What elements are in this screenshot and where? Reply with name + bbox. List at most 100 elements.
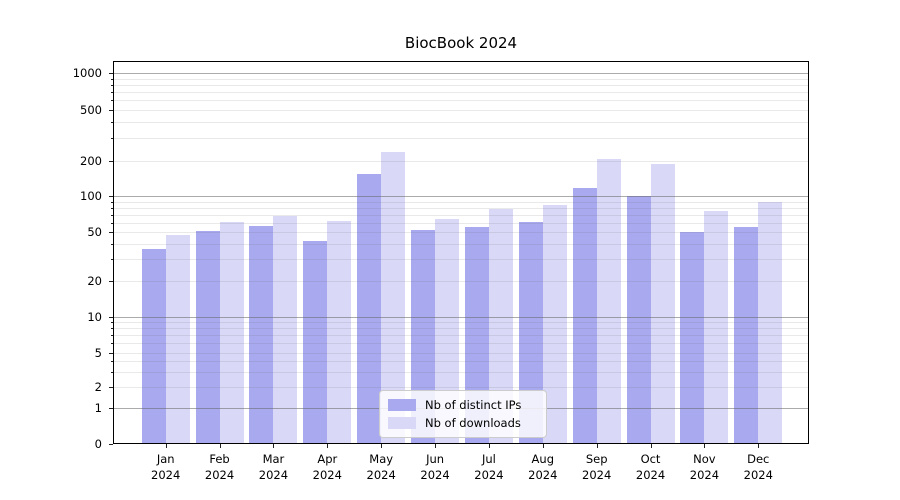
bar-downloads-apr [327, 220, 352, 444]
y-tick-mark [109, 386, 113, 388]
y-tick-label-1: 1 [94, 400, 102, 415]
bar-distinct-ips-may [357, 174, 382, 444]
y-minor-tick-mark [111, 100, 113, 102]
x-tick-mark-may [381, 444, 383, 448]
bar-distinct-ips-mar [249, 226, 274, 444]
x-tick-mark-oct [650, 444, 652, 448]
gridline-200 [113, 161, 809, 162]
y-minor-tick-mark [111, 360, 113, 362]
y-minor-tick-mark [111, 85, 113, 87]
y-minor-tick-mark [111, 244, 113, 246]
legend-swatch-distinct-ips [388, 399, 416, 411]
gridline-3 [113, 372, 809, 373]
x-tick-mark-dec [758, 444, 760, 448]
bar-distinct-ips-dec [734, 227, 759, 444]
y-tick-label-2: 2 [94, 379, 102, 394]
y-tick-mark [109, 160, 113, 162]
y-tick-label-1000: 1000 [72, 66, 102, 81]
gridline-8 [113, 328, 809, 329]
gridline-1000 [113, 73, 809, 74]
x-tick-label-dec: Dec 2024 [743, 452, 773, 482]
y-minor-tick-mark [111, 92, 113, 94]
x-tick-label-jul: Jul 2024 [474, 452, 504, 482]
y-tick-label-100: 100 [80, 189, 102, 203]
gridline-900 [113, 79, 809, 80]
bar-downloads-feb [219, 221, 244, 444]
y-tick-label-5: 5 [94, 345, 102, 360]
x-tick-label-oct: Oct 2024 [635, 452, 666, 482]
y-tick-label-0: 0 [94, 437, 102, 452]
y-minor-tick-mark [111, 214, 113, 216]
x-tick-label-aug: Aug 2024 [528, 452, 558, 482]
bar-downloads-mar [273, 215, 298, 444]
y-tick-mark [109, 281, 113, 282]
gridlines-layer [113, 61, 809, 444]
bar-distinct-ips-jan [141, 249, 166, 444]
y-tick-label-200: 200 [80, 153, 102, 168]
gridline-800 [113, 85, 809, 86]
bar-distinct-ips-apr [303, 241, 328, 444]
x-tick-mark-jun [435, 444, 437, 448]
y-tick-mark [109, 232, 113, 234]
gridline-5 [113, 353, 809, 354]
gridline-600 [113, 100, 809, 101]
x-tick-label-apr: Apr 2024 [312, 452, 342, 482]
y-minor-tick-mark [111, 122, 113, 124]
x-tick-mark-jul [488, 444, 490, 448]
y-minor-tick-mark [111, 138, 113, 140]
y-minor-tick-mark [111, 207, 113, 209]
gridline-6 [113, 343, 809, 344]
y-tick-mark [109, 407, 113, 409]
gridline-70 [113, 215, 809, 216]
x-tick-mark-apr [327, 444, 329, 448]
gridline-4 [113, 361, 809, 362]
y-minor-tick-mark [111, 259, 113, 261]
y-tick-mark [109, 352, 113, 354]
y-tick-mark [109, 316, 113, 318]
gridline-2 [113, 387, 809, 388]
x-tick-label-jun: Jun 2024 [420, 452, 450, 482]
legend-swatch-downloads [388, 417, 416, 429]
bar-downloads-sep [596, 158, 621, 444]
x-tick-label-sep: Sep 2024 [582, 452, 612, 482]
y-tick-mark [109, 196, 113, 197]
y-minor-tick-mark [111, 371, 113, 373]
legend-label-distinct-ips: Nb of distinct IPs [425, 398, 522, 412]
x-tick-mark-feb [219, 444, 221, 448]
x-tick-mark-mar [273, 444, 275, 448]
gridline-30 [113, 259, 809, 260]
y-tick-mark [109, 110, 113, 111]
x-tick-mark-sep [596, 444, 598, 448]
plot-area [113, 61, 809, 444]
gridline-9 [113, 322, 809, 323]
legend-row-distinct-ips: Nb of distinct IPs [388, 398, 538, 412]
y-tick-label-50: 50 [87, 225, 102, 240]
bar-downloads-jan [165, 235, 190, 444]
gridline-100 [113, 196, 809, 197]
gridline-700 [113, 92, 809, 93]
gridline-10 [113, 317, 809, 318]
chart-title: BiocBook 2024 [404, 34, 518, 52]
y-minor-tick-mark [111, 222, 113, 224]
x-tick-label-mar: Mar 2024 [258, 452, 289, 482]
legend: Nb of distinct IPs Nb of downloads [379, 390, 547, 438]
y-minor-tick-mark [111, 322, 113, 324]
gridline-50 [113, 232, 809, 233]
x-tick-mark-jan [165, 444, 167, 448]
x-tick-label-jan: Jan 2024 [151, 452, 181, 482]
y-minor-tick-mark [111, 78, 113, 80]
gridline-300 [113, 138, 809, 139]
bar-distinct-ips-oct [626, 195, 651, 444]
x-tick-label-may: May 2024 [366, 452, 396, 482]
legend-row-downloads: Nb of downloads [388, 416, 538, 430]
x-tick-label-feb: Feb 2024 [204, 452, 235, 482]
gridline-400 [113, 122, 809, 123]
x-tick-mark-aug [542, 444, 544, 448]
gridline-40 [113, 244, 809, 245]
y-tick-mark [109, 73, 113, 75]
gridline-90 [113, 202, 809, 203]
y-minor-tick-mark [111, 335, 113, 337]
bar-downloads-nov [704, 211, 729, 444]
bar-downloads-dec [758, 202, 783, 444]
